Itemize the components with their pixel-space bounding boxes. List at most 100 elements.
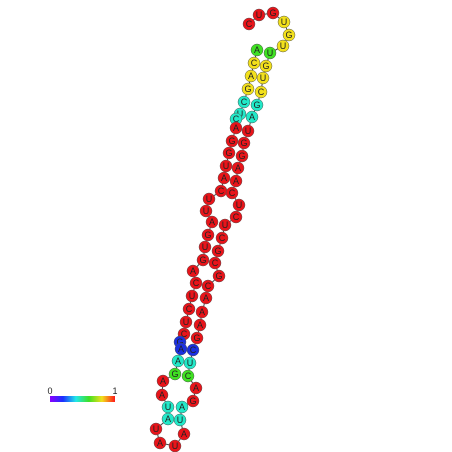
nucleotide-label: C [212, 258, 219, 268]
nucleotide-label: C [233, 212, 240, 222]
nucleotide [225, 134, 239, 148]
nucleotide-label: G [199, 255, 206, 265]
nucleotide [241, 82, 255, 96]
nucleotide [201, 279, 215, 293]
nucleotide-label: U [223, 161, 230, 171]
nucleotide [219, 159, 233, 173]
nucleotide-label: C [186, 304, 193, 314]
nucleotide-label: C [246, 19, 253, 29]
nucleotide-label: C [193, 278, 200, 288]
nucleotide [245, 110, 259, 124]
nucleotide-label: C [219, 233, 226, 243]
nucleotide-label: A [190, 266, 196, 276]
nucleotide-label: U [245, 126, 252, 136]
nucleotide [196, 253, 210, 267]
nucleotide-label: A [193, 383, 199, 393]
nucleotide-label: G [240, 138, 247, 148]
nucleotide-label: A [249, 112, 255, 122]
nucleotide-label: A [175, 356, 181, 366]
nucleotide-label: G [244, 84, 251, 94]
nucleotide-label: A [199, 307, 205, 317]
nucleotide [259, 59, 273, 73]
nucleotide-label: A [203, 293, 209, 303]
nucleotide [217, 171, 231, 185]
nucleotide-label: G [171, 369, 178, 379]
nucleotide [168, 439, 182, 452]
nucleotide-label: A [233, 176, 239, 186]
nucleotide [201, 228, 215, 242]
nucleotide [241, 124, 255, 138]
nucleotide-label: A [209, 217, 215, 227]
nucleotide-label: A [248, 71, 254, 81]
nucleotide [232, 198, 246, 212]
nucleotide-label: C [258, 87, 265, 97]
nucleotide [185, 289, 199, 303]
nucleotide-label: A [235, 163, 241, 173]
nucleotide-label: A [157, 438, 163, 448]
nucleotide-label: U [172, 441, 179, 451]
nucleotide [277, 15, 291, 29]
nucleotide [276, 39, 290, 53]
nucleotide-label: A [160, 376, 166, 386]
nucleotide-label: U [237, 109, 244, 119]
nucleotide [247, 56, 261, 70]
nucleotide-label: C [205, 281, 212, 291]
nucleotide-label: G [189, 396, 196, 406]
nucleotide [177, 427, 191, 441]
nucleotide [173, 413, 187, 427]
nucleotide [229, 210, 243, 224]
nucleotide [282, 28, 296, 42]
nucleotide [225, 186, 239, 200]
nucleotide-label: G [193, 333, 200, 343]
nucleotide [215, 231, 229, 245]
nucleotide-label: U [189, 291, 196, 301]
nucleotide-label: G [204, 230, 211, 240]
nucleotide [211, 244, 225, 258]
nucleotide-label: G [262, 61, 269, 71]
nucleotide-label: G [228, 136, 235, 146]
nucleotide-label: G [269, 8, 276, 18]
nucleotide-label: C [233, 114, 240, 124]
nucleotide [252, 8, 266, 22]
nucleotide [186, 394, 200, 408]
nucleotide [202, 192, 216, 206]
nucleotide [212, 269, 226, 283]
nucleotide-label: U [280, 41, 287, 51]
nucleotide-label: A [221, 173, 227, 183]
nucleotide [193, 318, 207, 332]
nucleotide-label: U [153, 424, 160, 434]
nucleotide-label: U [222, 220, 229, 230]
nucleotide-label: A [159, 390, 165, 400]
nucleotide-label: A [179, 402, 185, 412]
nucleotide-label: C [185, 371, 192, 381]
nucleotide-label: U [206, 194, 213, 204]
nucleotide [171, 354, 185, 368]
nucleotide-label: U [183, 317, 190, 327]
nucleotide [153, 436, 167, 450]
nucleotide [237, 136, 251, 150]
nucleotide [208, 256, 222, 270]
nucleotide-label: G [214, 246, 221, 256]
colorbar-min: 0 [47, 386, 52, 396]
nucleotide [231, 161, 245, 175]
nucleotide [175, 400, 189, 414]
nucleotide [186, 264, 200, 278]
nucleotide-label: G [176, 337, 183, 347]
nucleotide-label: G [238, 151, 245, 161]
nucleotide-label: C [218, 186, 225, 196]
nucleotide-label: G [253, 100, 260, 110]
nucleotide [263, 46, 277, 60]
nucleotide [179, 315, 193, 329]
nucleotide-label: G [225, 148, 232, 158]
nucleotide [182, 302, 196, 316]
nucleotide [181, 369, 195, 383]
nucleotide [250, 43, 264, 57]
nucleotide-label: U [165, 402, 172, 412]
nucleotide-label: U [236, 200, 243, 210]
nucleotide [256, 71, 270, 85]
nucleotide-label: C [181, 329, 188, 339]
nucleotide [242, 17, 256, 31]
nucleotide [189, 381, 203, 395]
nucleotide [168, 367, 182, 381]
